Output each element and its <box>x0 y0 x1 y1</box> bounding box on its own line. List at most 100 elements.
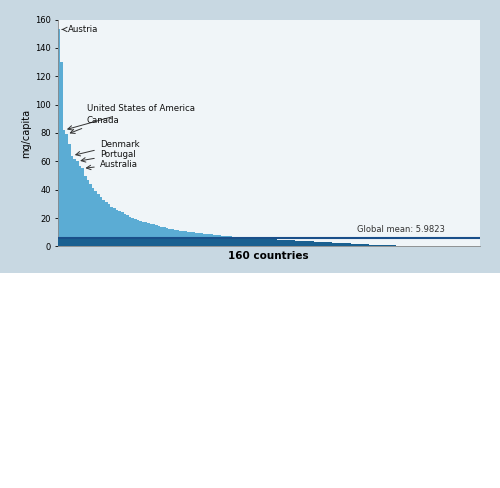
Bar <box>160 226 163 246</box>
Text: United States of America: United States of America <box>68 104 194 130</box>
Bar <box>142 238 144 246</box>
Bar <box>155 225 158 246</box>
Bar <box>144 238 148 246</box>
Bar <box>346 244 348 246</box>
Bar <box>364 244 366 246</box>
Bar <box>202 234 205 246</box>
Bar <box>102 238 105 246</box>
Bar <box>94 238 97 246</box>
Bar <box>292 241 295 246</box>
Bar <box>132 238 134 246</box>
Bar <box>322 242 324 246</box>
Bar <box>332 243 335 246</box>
Bar <box>342 243 345 246</box>
Bar <box>324 242 327 246</box>
Bar <box>86 180 89 246</box>
Bar <box>226 238 229 246</box>
Bar <box>102 200 105 246</box>
Text: Denmark: Denmark <box>76 140 140 156</box>
Bar <box>242 238 245 246</box>
Bar <box>224 236 226 246</box>
Bar <box>308 242 311 246</box>
Bar <box>348 244 350 246</box>
Bar <box>295 241 298 246</box>
Bar <box>187 238 190 246</box>
Bar <box>256 239 258 246</box>
Bar <box>396 245 398 246</box>
Bar <box>290 241 292 246</box>
Bar <box>380 245 382 246</box>
Bar <box>306 241 308 246</box>
Bar <box>298 241 300 246</box>
Bar <box>242 238 245 246</box>
Bar <box>353 244 356 246</box>
Bar <box>168 229 171 246</box>
Bar <box>369 244 372 246</box>
Bar <box>100 197 102 246</box>
Bar <box>356 244 358 246</box>
Bar <box>113 208 116 246</box>
Bar <box>105 238 108 246</box>
Bar <box>269 239 272 246</box>
Bar <box>163 238 166 246</box>
Bar <box>190 232 192 246</box>
Bar <box>393 245 396 246</box>
Bar <box>314 242 316 246</box>
Bar <box>74 238 76 246</box>
Bar <box>274 240 276 246</box>
Bar <box>393 245 396 246</box>
Bar <box>319 242 322 246</box>
Text: Austria: Austria <box>62 25 98 34</box>
Bar <box>253 238 256 246</box>
Bar <box>126 215 129 246</box>
Bar <box>116 238 118 246</box>
Bar <box>82 168 84 246</box>
Bar <box>282 240 284 246</box>
Bar <box>224 238 226 246</box>
Bar <box>140 221 142 246</box>
Bar <box>144 223 148 246</box>
Bar <box>248 238 250 246</box>
Bar <box>398 245 401 246</box>
Bar <box>377 245 380 246</box>
Bar <box>287 240 290 246</box>
Bar <box>206 238 208 246</box>
Bar <box>198 238 200 246</box>
Bar <box>256 239 258 246</box>
Bar <box>184 238 187 246</box>
Bar <box>335 243 338 246</box>
Bar <box>377 245 380 246</box>
Bar <box>338 243 340 246</box>
Bar <box>134 238 136 246</box>
Bar <box>366 244 369 246</box>
Bar <box>168 238 171 246</box>
Bar <box>110 238 113 246</box>
Bar <box>382 245 385 246</box>
Bar <box>110 207 113 246</box>
Bar <box>295 241 298 246</box>
Bar <box>94 191 97 246</box>
Bar <box>113 238 116 246</box>
Bar <box>210 234 214 246</box>
Bar <box>60 238 63 246</box>
Text: Canada: Canada <box>70 116 120 133</box>
Bar <box>374 245 377 246</box>
Bar <box>192 232 195 246</box>
Bar <box>303 241 306 246</box>
Bar <box>401 245 404 246</box>
Bar <box>105 203 108 246</box>
Bar <box>261 239 264 246</box>
Bar <box>60 62 63 246</box>
Bar <box>290 241 292 246</box>
Bar <box>300 241 303 246</box>
Bar <box>374 245 377 246</box>
Bar <box>382 245 385 246</box>
Bar <box>134 220 136 246</box>
Bar <box>237 238 240 246</box>
Bar <box>272 239 274 246</box>
Bar <box>269 239 272 246</box>
Bar <box>66 134 68 246</box>
Bar <box>121 238 124 246</box>
Bar <box>174 238 176 246</box>
Bar <box>272 239 274 246</box>
